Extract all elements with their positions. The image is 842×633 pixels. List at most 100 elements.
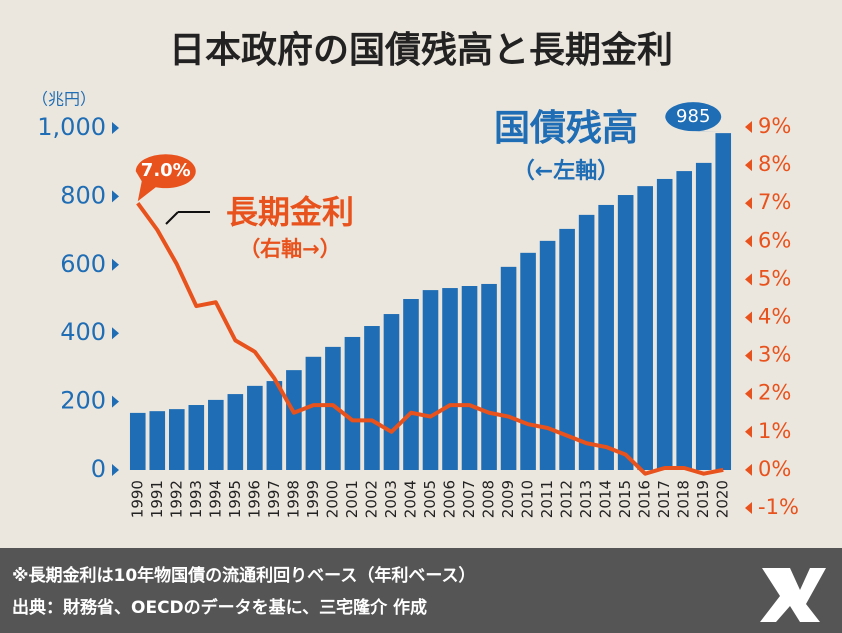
y2-tick-label: 0% — [758, 457, 791, 481]
y2-tick-label: 1% — [758, 419, 791, 443]
y2-tick-label: 8% — [758, 152, 791, 176]
bar — [344, 336, 361, 470]
bar — [539, 240, 556, 470]
x-tick-label: 2020 — [714, 480, 732, 518]
y2-tick-label: 3% — [758, 343, 791, 367]
y2-tick-mark — [745, 273, 752, 286]
y2-tick-label: 9% — [758, 114, 791, 138]
y2-tick-mark — [745, 235, 752, 248]
y2-tick-label: 4% — [758, 305, 791, 329]
bar — [676, 171, 693, 471]
bar — [247, 385, 263, 470]
y-tick-label: 400 — [60, 318, 106, 346]
legend-bar-axis: （←左軸） — [513, 158, 619, 184]
y2-tick-mark — [745, 349, 752, 362]
bar — [559, 228, 575, 470]
x-tick-label: 1993 — [187, 480, 205, 518]
x-tick-label: 2007 — [460, 480, 478, 518]
x-tick-label: 2008 — [480, 480, 498, 518]
x-tick-label: 1998 — [284, 480, 302, 518]
x-tick-label: 2001 — [343, 480, 361, 518]
bar — [637, 186, 653, 470]
bar — [656, 178, 673, 470]
x-tick-label: 2004 — [401, 480, 419, 518]
bar — [188, 405, 205, 470]
x-tick-label: 1997 — [265, 480, 283, 518]
bar — [598, 204, 614, 470]
footer-band — [0, 548, 842, 633]
bar — [695, 162, 712, 470]
x-tick-label: 2015 — [616, 480, 634, 518]
y-tick-label: 200 — [60, 387, 106, 415]
x-tick-label: 2013 — [577, 480, 595, 518]
bar — [266, 381, 283, 470]
y2-tick-mark — [745, 463, 752, 476]
x-tick-label: 1996 — [245, 480, 263, 518]
x-tick-label: 2014 — [597, 480, 615, 518]
bar — [520, 252, 536, 470]
bar — [617, 195, 634, 471]
x-tick-label: 2016 — [636, 480, 654, 518]
x-tick-label: 2002 — [362, 480, 380, 518]
bar — [442, 288, 458, 470]
y-tick-label: 1,000 — [37, 113, 106, 141]
footer-note: ※長期金利は10年物国債の流通利回りベース（年利ベース） — [12, 565, 475, 586]
x-tick-label: 1995 — [226, 480, 244, 518]
x-tick-label: 2011 — [538, 480, 556, 518]
footer-source: 出典：財務省、OECDのデータを基に、三宅隆介 作成 — [12, 597, 427, 618]
x-tick-label: 2018 — [675, 480, 693, 518]
bar — [325, 346, 341, 470]
bar — [500, 266, 517, 470]
x-tick-label: 1992 — [167, 480, 185, 518]
x-tick-label: 2005 — [421, 480, 439, 518]
line-value-label: 7.0% — [141, 160, 191, 181]
bar — [364, 326, 380, 470]
y-tick-mark — [112, 327, 119, 340]
legend-bar: 国債残高 — [494, 108, 638, 149]
legend-line: 長期金利 — [226, 193, 354, 231]
bar — [305, 356, 322, 470]
x-tick-label: 2017 — [655, 480, 673, 518]
leader-line — [165, 211, 179, 225]
x-tick-label: 2019 — [694, 480, 712, 518]
y2-tick-mark — [745, 425, 752, 438]
x-tick-label: 2012 — [558, 480, 576, 518]
bar — [403, 299, 419, 470]
y-tick-label: 0 — [91, 455, 106, 483]
bar — [227, 394, 244, 470]
y-tick-mark — [112, 395, 119, 408]
y-tick-mark — [112, 190, 119, 203]
x-tick-label: 2010 — [519, 480, 537, 518]
y-tick-mark — [112, 122, 119, 134]
rate-line — [136, 202, 724, 476]
x-tick-label: 1990 — [128, 480, 146, 518]
bar — [422, 290, 439, 470]
x-tick-label: 1999 — [304, 480, 322, 518]
x-tick-label: 2009 — [499, 480, 517, 518]
bar — [715, 133, 732, 470]
bar — [481, 283, 497, 470]
y2-tick-label: -1% — [758, 495, 799, 519]
x-tick-label: 1991 — [148, 480, 166, 518]
y2-tick-mark — [745, 159, 752, 172]
x-tick-label: 2006 — [441, 480, 459, 518]
bar-value-label: 985 — [676, 106, 710, 127]
y-tick-label: 600 — [60, 250, 106, 278]
y2-tick-mark — [745, 502, 752, 514]
y-tick-mark — [112, 464, 119, 476]
bar — [129, 412, 146, 470]
y-tick-mark — [112, 258, 119, 271]
x-tick-label: 2000 — [323, 480, 341, 518]
callout-bubble — [665, 102, 724, 133]
bar — [168, 409, 185, 470]
y2-tick-mark — [745, 121, 752, 133]
y2-tick-label: 2% — [758, 381, 791, 405]
y-unit: （兆円） — [32, 90, 96, 109]
bar — [286, 370, 302, 470]
x-tick-label: 1994 — [206, 480, 224, 518]
bar — [383, 314, 400, 470]
bar — [149, 411, 166, 470]
y2-tick-mark — [745, 387, 752, 400]
logo — [760, 568, 826, 622]
